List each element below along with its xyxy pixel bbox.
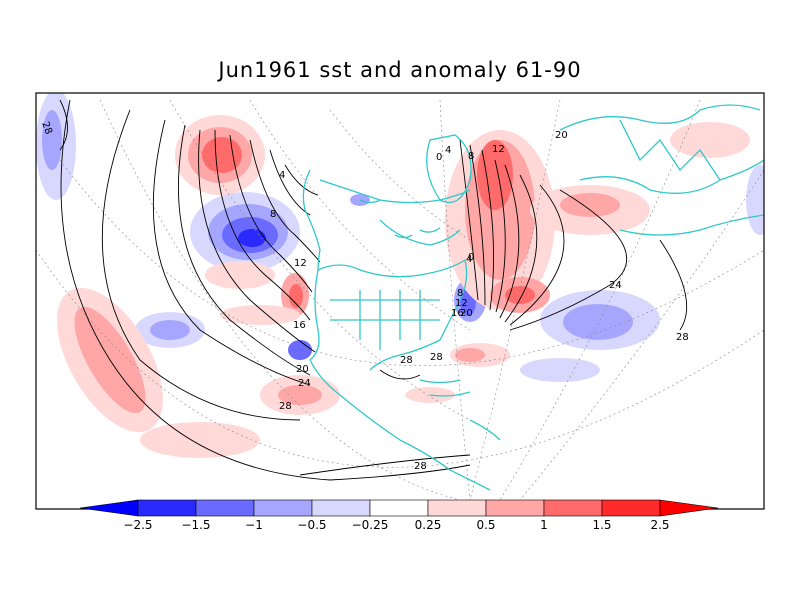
colorbar-label: 1.5 [592,518,611,532]
coastlines [302,104,764,491]
colorbar-label: 1 [540,518,548,532]
colorbar-label: −1 [245,518,263,532]
colorbar-label: −1.5 [181,518,210,532]
contour-label: 8 [457,288,463,299]
north-america-coast [309,269,491,491]
colorbar-arrow-left [79,499,139,517]
colorbar-label: 2.5 [650,518,669,532]
contour-label: 4 [279,170,285,181]
contour-label: 28 [676,332,689,343]
colorbar-label: 0.5 [476,518,495,532]
contour-label: 12 [492,144,505,155]
contour-labels: 28 4 8 12 16 20 24 28 28 28 0 4 8 12 20 … [39,120,689,472]
contour-label: 28 [39,120,54,136]
map-area [36,93,764,501]
greenland-coast [426,134,472,204]
contour-label: 28 [414,461,427,472]
contour-label: 28 [430,352,443,363]
colorbar-label: −2.5 [123,518,152,532]
contour-label: 16 [293,320,306,331]
colorbar-label: 0.25 [415,518,442,532]
graticule [36,99,764,501]
colorbar-label: −0.25 [352,518,389,532]
contour-label: 20 [555,130,568,141]
colorbar-label: −0.5 [297,518,326,532]
contour-label: 12 [294,258,307,269]
contour-label: 4 [445,145,451,156]
europe-coast [559,104,764,236]
contour-label: 20 [296,364,309,375]
contour-label: 4 [466,254,472,265]
contour-label: 24 [298,378,311,389]
colorbar: −2.5 −1.5 −1 −0.5 −0.25 0.25 0.5 1 1.5 2… [79,499,719,532]
contour-label: 0 [468,252,474,263]
contour-label: 28 [400,355,413,366]
caribbean-coast [419,379,501,441]
contour-label: 8 [270,209,276,220]
page-title: Jun1961 sst and anomaly 61-90 [218,58,582,82]
contour-label: 28 [279,401,292,412]
alaska-coast [302,169,321,271]
contour-label: 20 [460,308,473,319]
colorbar-arrow-right [659,499,719,517]
contour-label: 0 [436,152,442,163]
contour-label: 16 [451,308,464,319]
contour-label: 12 [455,298,468,309]
sst-contours [59,99,688,481]
contour-label: 24 [609,280,622,291]
contour-label: 8 [468,151,474,162]
